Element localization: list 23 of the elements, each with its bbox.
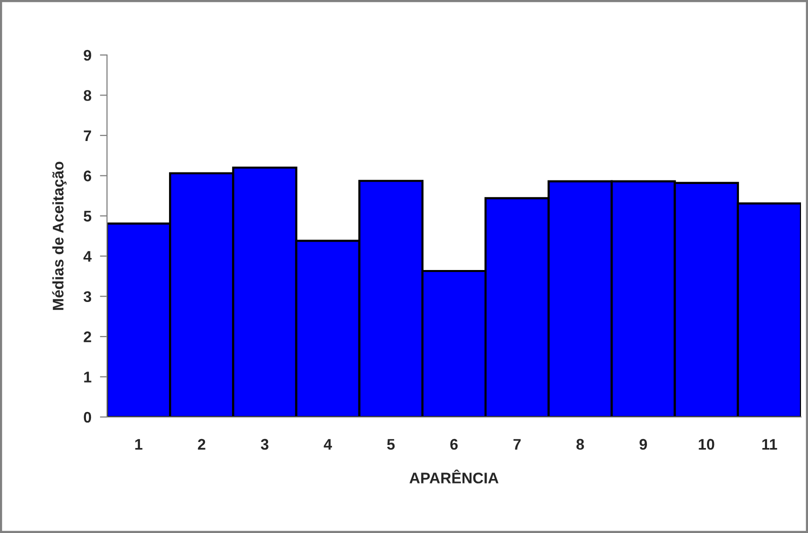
y-tick-label: 1 bbox=[84, 372, 92, 382]
x-tick-label: 1 bbox=[135, 439, 142, 450]
y-tick-label: 8 bbox=[84, 90, 92, 101]
x-tick-label: 10 bbox=[698, 438, 714, 450]
y-tick-label: 0 bbox=[84, 412, 92, 423]
x-tick-label: 2 bbox=[198, 438, 206, 450]
y-tick-label: 2 bbox=[84, 331, 92, 342]
x-tick-label: 7 bbox=[514, 439, 521, 450]
x-tick-label: 11 bbox=[762, 439, 778, 450]
y-tick-label: 4 bbox=[83, 251, 92, 262]
y-tick-label: 6 bbox=[84, 170, 92, 182]
y-tick-label: 5 bbox=[84, 210, 92, 222]
y-tick-label: 3 bbox=[84, 291, 92, 302]
y-tick-label: 7 bbox=[84, 130, 92, 141]
x-tick-label: 6 bbox=[450, 438, 458, 450]
x-tick-label: 3 bbox=[260, 438, 268, 450]
x-tick-label: 9 bbox=[640, 438, 647, 450]
y-axis-title: Médias de Aceitação bbox=[52, 162, 67, 310]
x-axis-title: APARÊNCIA bbox=[410, 470, 498, 484]
x-tick-label: 5 bbox=[387, 439, 395, 450]
x-tick-label: 8 bbox=[576, 438, 584, 450]
y-tick-label: 9 bbox=[84, 50, 92, 61]
x-tick-label: 4 bbox=[324, 439, 332, 450]
